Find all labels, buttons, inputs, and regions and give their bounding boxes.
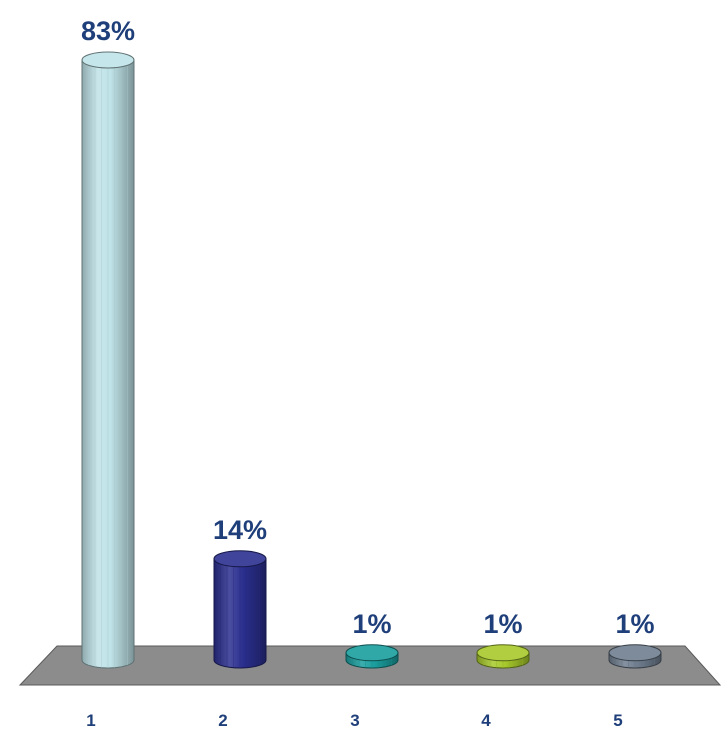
x-tick-label-5: 5: [613, 711, 622, 729]
x-tick-label-1: 1: [86, 711, 95, 729]
bar-top-2: [213, 550, 267, 568]
bar-top-5: [608, 644, 662, 662]
bar-top-3: [345, 644, 399, 662]
x-tick-label-2: 2: [218, 711, 227, 729]
bar-top-1: [81, 51, 135, 69]
data-label-2: 14%: [213, 515, 267, 545]
data-label-4: 1%: [483, 609, 522, 639]
bar-4: [476, 644, 530, 669]
data-label-1: 83%: [81, 16, 135, 46]
bar-5: [608, 644, 662, 669]
bar-1: [81, 51, 135, 669]
bar-top-4: [476, 644, 530, 662]
x-tick-label-3: 3: [350, 711, 359, 729]
data-label-5: 1%: [615, 609, 654, 639]
bar-2: [213, 550, 267, 669]
bar-3: [345, 644, 399, 669]
data-label-3: 1%: [352, 609, 391, 639]
data-label-group: 83% 14% 1% 1% 1%: [81, 16, 655, 639]
x-tick-label-4: 4: [481, 711, 491, 729]
bar-group: [81, 51, 662, 669]
x-tick-label-group: 1 2 3 4 5: [86, 711, 622, 729]
